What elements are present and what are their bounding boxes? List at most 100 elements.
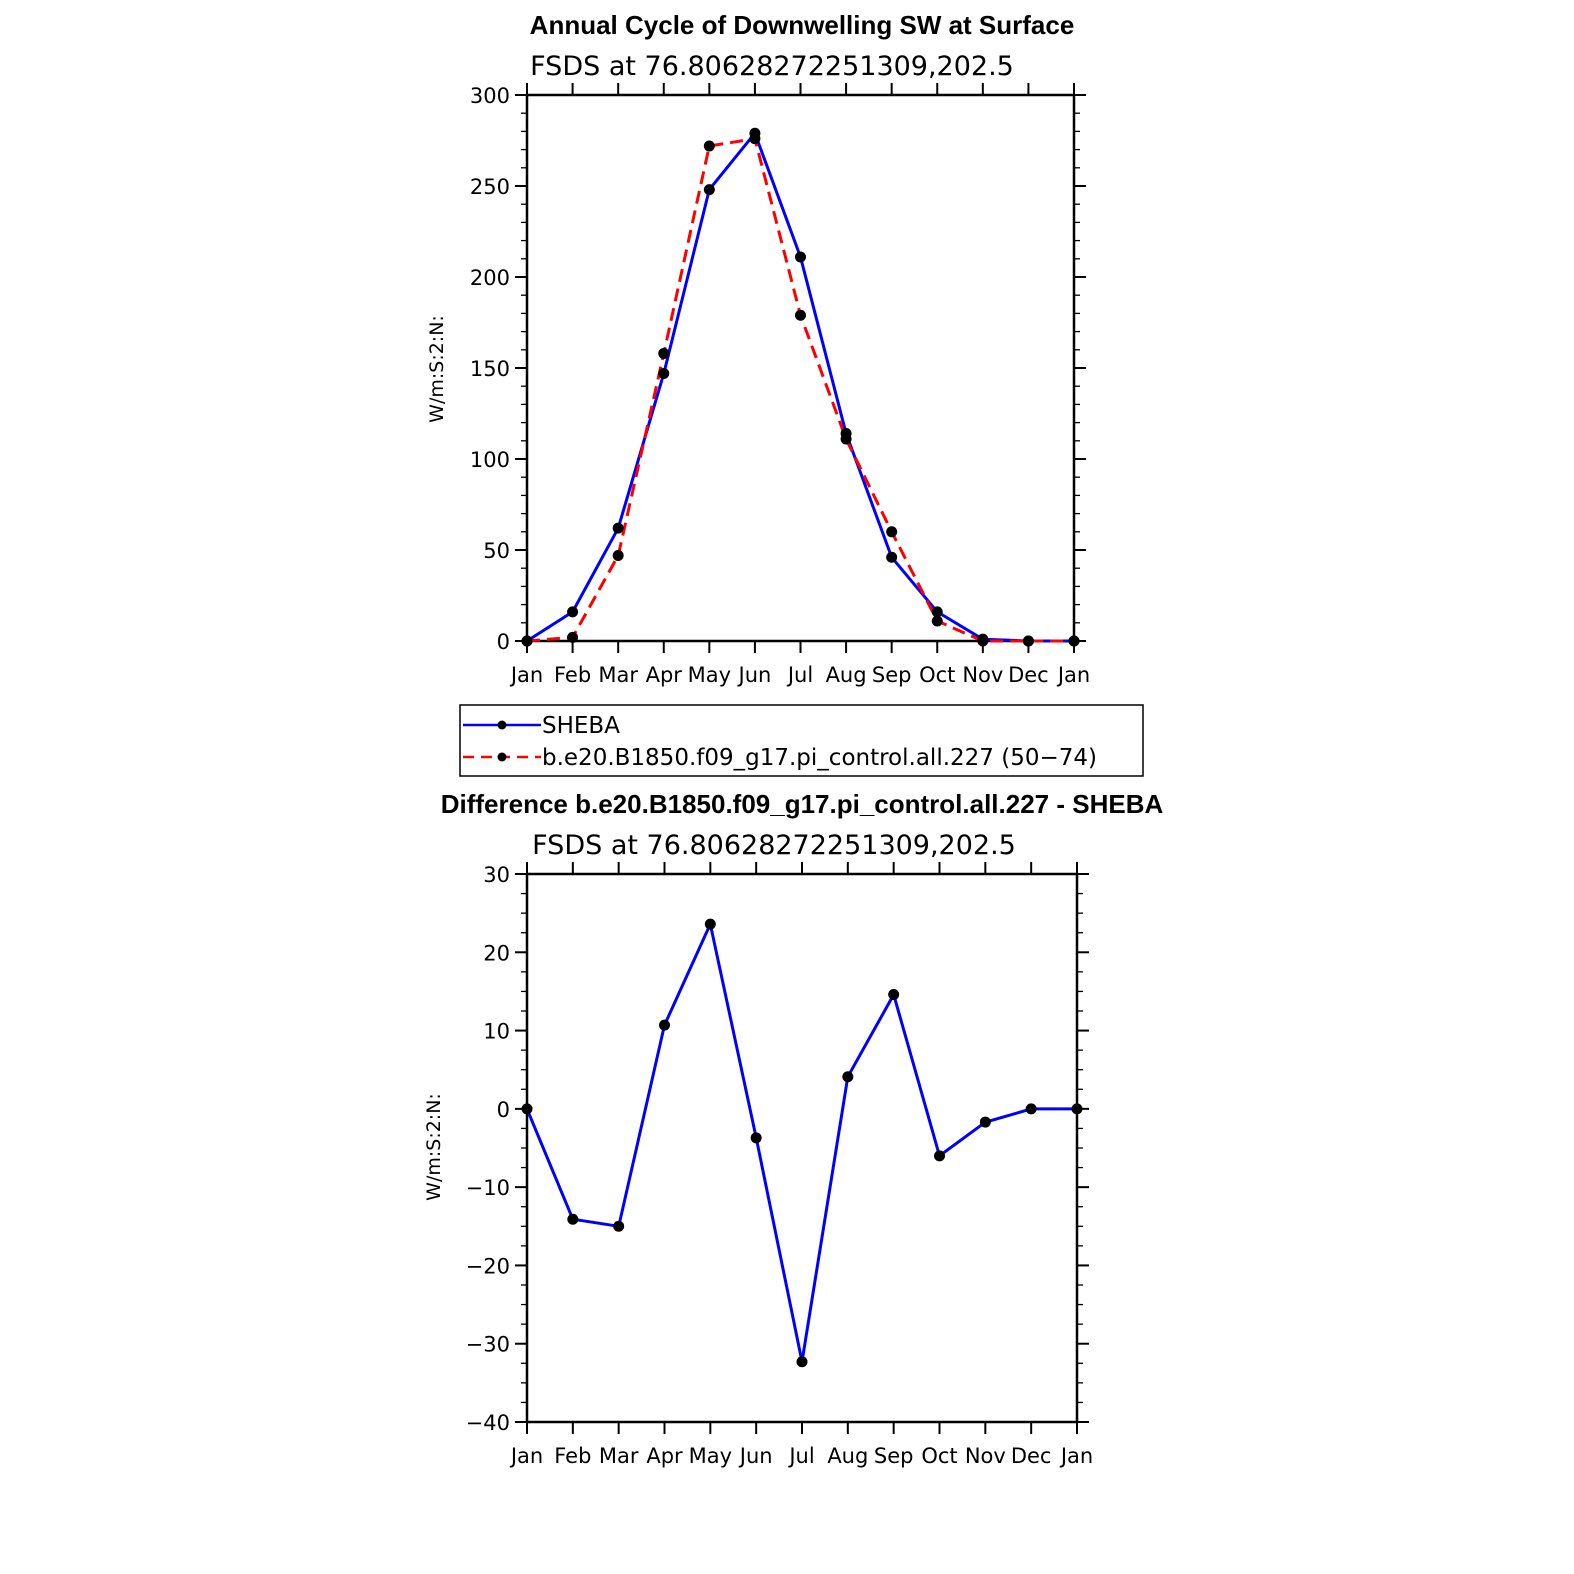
x-tick-label: Aug [827,1444,868,1468]
data-point [704,918,716,930]
data-point [703,184,715,196]
y-axis-label: W/m:S:2:N: [426,315,448,423]
y-tick-label: 30 [483,863,510,887]
annual-cycle-panel: Annual Cycle of Downwelling SW at Surfac… [426,10,1090,687]
y-tick-label: 200 [470,266,510,290]
y-tick-label: 100 [470,448,510,472]
y-tick-label: 250 [470,175,510,199]
y-tick-label: −20 [466,1254,510,1278]
plot-axes [515,83,1086,653]
x-tick-label: Nov [965,1444,1006,1468]
x-tick-label: Dec [1008,663,1049,687]
x-tick-label: May [689,1444,732,1468]
data-point [1068,635,1080,647]
data-point [886,551,898,563]
chart-title: Difference b.e20.B1850.f09_g17.pi_contro… [441,789,1164,819]
x-tick-label: Jan [1059,1444,1093,1468]
series-line-1 [526,137,1074,643]
y-tick-label: 10 [483,1020,510,1044]
data-point [842,1071,854,1083]
y-tick-label: −40 [466,1411,510,1435]
data-point [613,1220,625,1232]
data-point [977,635,989,647]
data-point [1022,635,1034,647]
x-tick-label: Jul [787,1444,814,1468]
x-tick-label: Nov [962,663,1003,687]
y-tick-label: −10 [466,1176,510,1200]
series-line-0 [526,131,1074,643]
x-tick-label: Jun [738,1444,773,1468]
data-point [749,133,761,145]
x-tick-label: Sep [872,663,912,687]
x-tick-label: Jan [1056,663,1090,687]
x-tick-label: Sep [874,1444,914,1468]
data-point [612,549,624,561]
legend: SHEBA b.e20.B1850.f09_g17.pi_control.all… [459,704,1144,777]
data-point [795,251,806,263]
data-point [567,1213,579,1225]
plot-frame [525,872,1079,1424]
x-tick-label: Feb [554,663,591,687]
plot-frame [525,93,1076,643]
series-line-0 [525,922,1077,1364]
x-tick-label: Mar [598,663,638,687]
data-point [612,522,624,534]
data-point [795,309,806,321]
x-tick-label: Apr [646,1444,683,1468]
data-point [931,615,943,627]
data-point [1071,1103,1083,1115]
tick-labels: −40 −30 −20 −10 0 10 20 30 Jan Feb Mar Apr May Jun Jul… [466,863,1094,1468]
data-point [703,140,715,152]
legend-marker-model [497,752,507,762]
data-point [521,635,533,647]
x-tick-label: Feb [554,1444,591,1468]
data-point [840,433,852,445]
data-point [521,1103,533,1115]
x-tick-label: May [688,663,731,687]
data-point [567,631,579,643]
chart-title: Annual Cycle of Downwelling SW at Surfac… [530,10,1075,40]
data-point [567,606,579,618]
x-tick-label: Dec [1011,1444,1052,1468]
data-point [979,1116,991,1128]
tick-labels: 0 50 100 150 200 250 300 Jan Feb Mar Apr May Jun Jul A… [470,84,1090,687]
x-tick-label: Jan [509,663,543,687]
plot-series [521,127,1080,647]
plot-axes [515,862,1089,1434]
x-tick-label: Jul [786,663,813,687]
data-point [934,1150,945,1162]
data-point [888,989,900,1001]
legend-label-model: b.e20.B1850.f09_g17.pi_control.all.227 (… [542,745,1097,771]
x-tick-label: Jan [509,1444,543,1468]
difference-panel: Difference b.e20.B1850.f09_g17.pi_contro… [423,789,1163,1468]
data-point [658,347,670,359]
y-tick-label: 150 [470,357,510,381]
legend-marker-sheba [497,720,507,730]
plot-series [521,918,1083,1368]
x-tick-label: Oct [919,663,955,687]
x-tick-label: Jun [737,663,772,687]
y-axis-label: W/m:S:2:N: [423,1093,445,1201]
chart-subtitle: FSDS at 76.80628272251309,202.5 [530,51,1014,82]
x-tick-label: Aug [826,663,867,687]
data-point [658,367,670,379]
legend-box [459,704,1144,777]
y-tick-label: 50 [483,539,510,563]
legend-label-sheba: SHEBA [542,713,620,739]
y-tick-label: 0 [497,1098,510,1122]
y-tick-label: −30 [466,1333,510,1357]
data-point [1025,1103,1037,1115]
y-tick-label: 20 [483,941,510,965]
data-point [750,1132,762,1144]
x-tick-label: Mar [599,1444,639,1468]
data-point [796,1356,808,1368]
data-point [659,1019,670,1031]
y-tick-label: 0 [497,630,510,654]
y-tick-label: 300 [470,84,510,108]
chart-subtitle: FSDS at 76.80628272251309,202.5 [532,830,1016,861]
x-tick-label: Apr [646,663,683,687]
data-point [886,526,898,538]
x-tick-label: Oct [921,1444,957,1468]
data-point [931,606,943,618]
